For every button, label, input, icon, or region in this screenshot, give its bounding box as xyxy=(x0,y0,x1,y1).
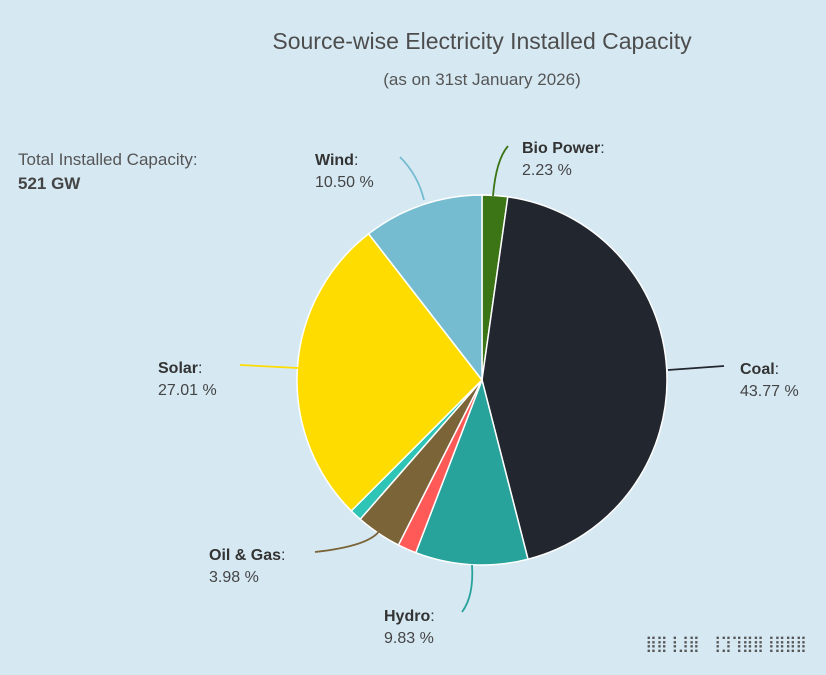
chart-subtitle: (as on 31st January 2026) xyxy=(383,70,581,89)
leader-oil-gas xyxy=(314,529,381,553)
chart-title: Source-wise Electricity Installed Capaci… xyxy=(272,28,692,54)
label-wind: Wind: 10.50 % xyxy=(315,150,374,194)
pie-slice-coal xyxy=(481,195,668,561)
label-bio-power-pct: 2.23 % xyxy=(522,162,572,179)
label-coal-name: Coal xyxy=(740,361,775,378)
label-wind-name: Wind xyxy=(315,152,354,169)
label-oil-gas-pct: 3.98 % xyxy=(209,569,259,586)
label-solar: Solar: 27.01 % xyxy=(158,358,217,402)
leader-coal xyxy=(667,365,725,371)
pie-slice-hydro xyxy=(414,377,529,566)
label-coal: Coal: 43.77 % xyxy=(740,359,799,403)
total-capacity-label: Total Installed Capacity: xyxy=(18,150,198,169)
label-bio-power-name: Bio Power xyxy=(522,140,601,157)
watermark: ⣿⣿⢸⣸⣿⠀⢸⣹⢹⣿⣿⢸⣿⣿⣿ xyxy=(645,634,807,653)
leader-hydro xyxy=(461,564,474,613)
label-coal-pct: 43.77 % xyxy=(740,383,799,400)
label-oil-gas: Oil & Gas: 3.98 % xyxy=(209,545,285,589)
label-solar-name: Solar xyxy=(158,360,199,377)
label-oil-gas-name: Oil & Gas xyxy=(209,547,282,564)
leader-wind xyxy=(399,156,425,201)
label-solar-pct: 27.01 % xyxy=(158,382,217,399)
label-wind-pct: 10.50 % xyxy=(315,174,374,191)
label-hydro-name: Hydro xyxy=(384,608,431,625)
leader-solar xyxy=(239,364,299,369)
label-hydro: Hydro: 9.83 % xyxy=(384,606,435,650)
label-hydro-pct: 9.83 % xyxy=(384,630,434,647)
pie-slice-wind xyxy=(367,194,483,383)
leader-bio-power xyxy=(492,145,509,197)
label-bio-power: Bio Power: 2.23 % xyxy=(522,138,605,182)
total-capacity: Total Installed Capacity: 521 GW xyxy=(18,148,198,196)
total-capacity-value: 521 GW xyxy=(18,174,81,193)
